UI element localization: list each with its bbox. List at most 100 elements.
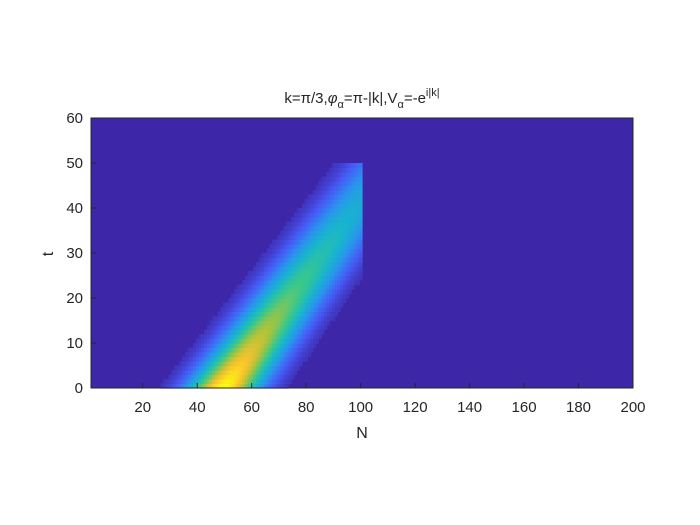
heatmap-cell (225, 356, 230, 362)
heatmap-cell (212, 320, 216, 326)
heatmap-cell (353, 190, 358, 196)
heatmap-cell (299, 311, 303, 317)
heatmap-cell (353, 194, 358, 200)
heatmap-cell (310, 293, 314, 299)
heatmap-cell (212, 343, 216, 349)
heatmap-cell (329, 244, 333, 250)
heatmap-cell (253, 307, 257, 313)
heatmap-cell (356, 253, 360, 259)
heatmap-cell (214, 320, 219, 326)
heatmap-cell (318, 190, 322, 196)
heatmap-cell (299, 329, 303, 335)
heatmap-cell (263, 253, 268, 259)
heatmap-cell (323, 226, 328, 232)
heatmap-cell (274, 379, 279, 385)
heatmap-cell (187, 352, 192, 358)
heatmap-cell (247, 320, 251, 326)
heatmap-cell (332, 194, 336, 200)
heatmap-cell (285, 347, 290, 353)
heatmap-cell (228, 374, 232, 380)
heatmap-cell (315, 185, 320, 191)
heatmap-cell (348, 203, 352, 209)
heatmap-cell (296, 347, 300, 353)
heatmap-cell (337, 226, 341, 232)
heatmap-cell (351, 221, 355, 227)
heatmap-cell (348, 181, 352, 187)
heatmap-cell (261, 320, 265, 326)
heatmap-cell (326, 203, 330, 209)
heatmap-cell (353, 262, 358, 268)
heatmap-cell (342, 203, 347, 209)
heatmap-cell (334, 293, 339, 299)
heatmap-cell (348, 235, 352, 241)
heatmap-cell (217, 316, 221, 322)
heatmap-cell (277, 275, 281, 281)
heatmap-cell (220, 347, 224, 353)
heatmap-cell (345, 280, 349, 286)
heatmap-cell (342, 185, 347, 191)
heatmap-cell (187, 356, 192, 362)
heatmap-cell (337, 266, 341, 272)
heatmap-cell (342, 167, 347, 173)
heatmap-cell (299, 361, 303, 367)
heatmap-cell (348, 212, 352, 218)
heatmap-cell (296, 208, 300, 214)
heatmap-cell (272, 271, 276, 277)
heatmap-cell (321, 311, 325, 317)
heatmap-cell (329, 217, 333, 223)
heatmap-cell (285, 374, 290, 380)
heatmap-cell (315, 230, 320, 236)
heatmap-cell (302, 235, 306, 241)
heatmap-cell (340, 248, 344, 254)
heatmap-cell (291, 235, 295, 241)
heatmap-cell (250, 352, 254, 358)
heatmap-cell (340, 284, 344, 290)
heatmap-cell (258, 374, 262, 380)
heatmap-cell (299, 320, 303, 326)
heatmap-cell (296, 289, 300, 295)
heatmap-cell (345, 203, 349, 209)
heatmap-cell (198, 343, 202, 349)
heatmap-cell (342, 199, 347, 205)
heatmap-cell (272, 383, 276, 389)
heatmap-cell (250, 307, 254, 313)
heatmap-cell (307, 307, 311, 313)
heatmap-cell (261, 257, 265, 263)
heatmap-cell (312, 194, 317, 200)
heatmap-cell (280, 365, 284, 371)
heatmap-cell (272, 298, 276, 304)
heatmap-cell (283, 257, 287, 263)
heatmap-cell (263, 329, 268, 335)
heatmap-cell (315, 280, 320, 286)
heatmap-cell (242, 374, 246, 380)
heatmap-cell (263, 379, 268, 385)
heatmap-cell (288, 244, 292, 250)
heatmap-cell (310, 334, 314, 340)
heatmap-cell (272, 289, 276, 295)
heatmap-cell (310, 316, 314, 322)
heatmap-cell (255, 383, 260, 389)
heatmap-cell (283, 284, 287, 290)
heatmap-cell (193, 356, 197, 362)
heatmap-cell (255, 343, 260, 349)
heatmap-cell (340, 226, 344, 232)
heatmap-cell (283, 379, 287, 385)
heatmap-cell (258, 325, 262, 331)
heatmap-cell (329, 293, 333, 299)
heatmap-cell (337, 172, 341, 178)
heatmap-cell (299, 221, 303, 227)
heatmap-cell (244, 365, 249, 371)
heatmap-cell (326, 271, 330, 277)
heatmap-cell (332, 280, 336, 286)
heatmap-cell (283, 370, 287, 376)
heatmap-cell (239, 334, 243, 340)
heatmap-cell (288, 262, 292, 268)
heatmap-cell (244, 379, 249, 385)
heatmap-cell (321, 221, 325, 227)
heatmap-cell (225, 379, 230, 385)
heatmap-cell (340, 302, 344, 308)
heatmap-cell (285, 329, 290, 335)
heatmap-cell (323, 311, 328, 317)
heatmap-cell (332, 284, 336, 290)
heatmap-cell (269, 307, 273, 313)
